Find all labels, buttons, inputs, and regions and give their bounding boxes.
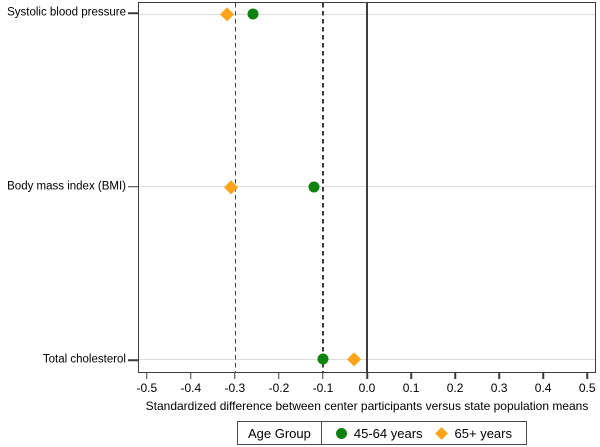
- x-axis-tick-label: -0.3: [224, 381, 246, 395]
- legend-marker-circle: [335, 427, 347, 439]
- zero-reference-line: [366, 3, 368, 372]
- legend-items: 45-64 years 65+ years: [322, 422, 526, 444]
- y-axis-category-label: Body mass index (BMI): [7, 179, 126, 192]
- dashed-reference-line: [322, 3, 324, 372]
- legend-title: Age Group: [238, 422, 322, 444]
- x-axis-tick-label: 0.5: [578, 381, 596, 395]
- y-axis-category-label: Systolic blood pressure: [7, 6, 126, 19]
- y-axis-tick: [128, 359, 138, 361]
- x-axis-tick: [146, 373, 148, 379]
- x-axis-tick-label: 0.1: [402, 381, 420, 395]
- x-axis-tick: [410, 373, 412, 379]
- legend-entry-label: 45-64 years: [353, 425, 423, 441]
- legend-marker-diamond: [434, 426, 448, 440]
- data-point-diamond: [219, 7, 234, 21]
- x-axis-tick-label: -0.2: [268, 381, 290, 395]
- y-axis-tick: [128, 12, 138, 14]
- x-axis-tick: [542, 373, 544, 379]
- legend-entry: 45-64 years: [335, 425, 423, 441]
- y-axis-category-label: Total cholesterol: [42, 353, 126, 366]
- legend: Age Group 45-64 years 65+ years: [237, 421, 527, 445]
- x-axis-title: Standardized difference between center p…: [145, 399, 589, 413]
- y-axis-tick: [128, 185, 138, 188]
- data-point-circle: [308, 181, 320, 193]
- x-axis-tick: [234, 373, 236, 379]
- x-axis-tick-label: 0.4: [534, 381, 552, 395]
- x-axis-tick: [190, 373, 192, 379]
- data-point-circle: [247, 8, 259, 20]
- x-axis-tick-label: -0.4: [180, 381, 202, 395]
- x-axis-tick: [278, 373, 280, 379]
- x-axis-tick-label: -0.5: [136, 381, 158, 395]
- data-point-circle: [317, 353, 329, 365]
- x-axis-tick: [366, 373, 368, 379]
- data-point-diamond: [347, 352, 361, 366]
- legend-entry-label: 65+ years: [454, 425, 512, 441]
- legend-entry: 65+ years: [434, 425, 512, 441]
- x-axis-tick-label: 0.2: [446, 381, 464, 395]
- x-axis-tick: [322, 373, 324, 379]
- x-axis-tick: [586, 373, 588, 379]
- x-axis-tick-label: 0.0: [358, 381, 376, 395]
- x-axis-tick: [454, 373, 456, 379]
- plot-area: [138, 2, 596, 373]
- x-axis-tick-label: -0.1: [312, 381, 334, 395]
- x-axis-tick: [498, 373, 500, 379]
- x-axis-tick-label: 0.3: [490, 381, 508, 395]
